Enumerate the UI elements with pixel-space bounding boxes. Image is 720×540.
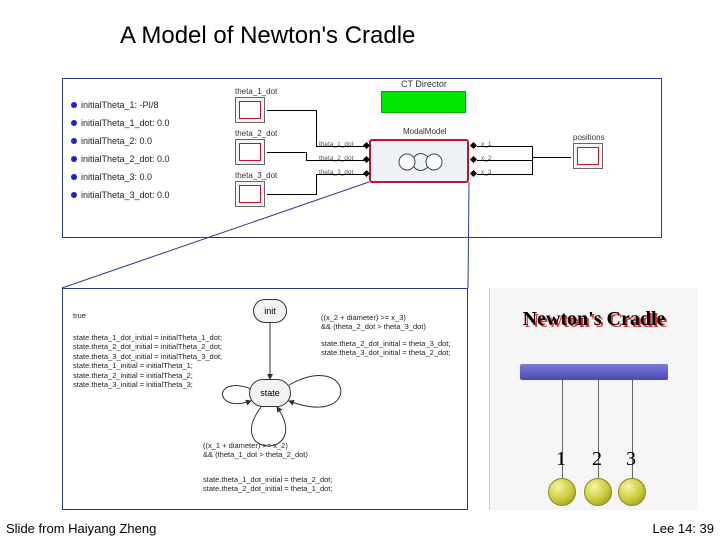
cradle-ball bbox=[618, 478, 646, 506]
bullet-icon bbox=[71, 102, 77, 108]
param-item: initialTheta_1: -PI/8 bbox=[71, 99, 170, 111]
wire bbox=[316, 146, 364, 147]
bullet-icon bbox=[71, 174, 77, 180]
wire bbox=[267, 110, 317, 111]
wire bbox=[306, 152, 307, 160]
param-text: initialTheta_3: 0.0 bbox=[81, 172, 152, 182]
scope-label: theta_1_dot bbox=[235, 87, 277, 96]
param-text: initialTheta_1_dot: 0.0 bbox=[81, 118, 170, 128]
param-item: initialTheta_3_dot: 0.0 bbox=[71, 189, 170, 201]
guard-bottom-text: ((x_1 + diameter) >= x_2) && (theta_1_do… bbox=[203, 441, 308, 460]
param-item: initialTheta_2: 0.0 bbox=[71, 135, 170, 147]
scope-label: positions bbox=[573, 133, 605, 142]
bullet-icon bbox=[71, 192, 77, 198]
ball-number: 1 bbox=[556, 448, 566, 471]
slide-credit: Slide from Haiyang Zheng bbox=[6, 521, 156, 536]
scope-block bbox=[573, 143, 603, 169]
param-item: initialTheta_3: 0.0 bbox=[71, 171, 170, 183]
scope-block bbox=[235, 181, 265, 207]
cradle-bar bbox=[520, 364, 668, 380]
waveform-icon bbox=[240, 186, 262, 204]
scope-label: theta_2_dot bbox=[235, 129, 277, 138]
bullet-icon bbox=[71, 138, 77, 144]
wire bbox=[267, 194, 317, 195]
wire bbox=[306, 160, 364, 161]
bullet-icon bbox=[71, 120, 77, 126]
port-icon bbox=[470, 156, 477, 163]
wire bbox=[532, 157, 571, 158]
wire bbox=[316, 174, 317, 194]
waveform-icon bbox=[578, 148, 600, 166]
scope-block bbox=[235, 97, 265, 123]
parameter-list: initialTheta_1: -PI/8 initialTheta_1_dot… bbox=[71, 99, 170, 207]
param-text: initialTheta_3_dot: 0.0 bbox=[81, 190, 170, 200]
param-item: initialTheta_1_dot: 0.0 bbox=[71, 117, 170, 129]
wire bbox=[316, 110, 317, 146]
cradle-ball bbox=[548, 478, 576, 506]
wire bbox=[477, 174, 533, 175]
param-text: initialTheta_2: 0.0 bbox=[81, 136, 152, 146]
wire bbox=[267, 152, 307, 153]
param-item: initialTheta_2_dot: 0.0 bbox=[71, 153, 170, 165]
scope-block bbox=[235, 139, 265, 165]
ball-number: 2 bbox=[592, 448, 602, 471]
modal-model-block bbox=[369, 139, 469, 183]
waveform-icon bbox=[240, 144, 262, 162]
modal-model-label: ModalModel bbox=[403, 127, 447, 136]
cradle-ball bbox=[584, 478, 612, 506]
waveform-icon bbox=[240, 102, 262, 120]
ct-director-label: CT Director bbox=[401, 79, 447, 89]
action-right-text: state.theta_2_dot_initial = theta_3_dot;… bbox=[321, 339, 450, 358]
newtons-cradle-viz: Newton's Cradle 1 2 3 bbox=[490, 288, 698, 510]
init-actions-text: state.theta_1_dot_initial = initialTheta… bbox=[73, 333, 222, 389]
param-text: initialTheta_2_dot: 0.0 bbox=[81, 154, 170, 164]
wire bbox=[477, 160, 533, 161]
port-icon bbox=[470, 142, 477, 149]
modal-inner-icon bbox=[372, 142, 468, 182]
page-title: A Model of Newton's Cradle bbox=[120, 22, 415, 50]
guard-right-text: ((x_2 + diameter) >= x_3) && (theta_2_do… bbox=[321, 313, 426, 332]
model-block-diagram: CT Director initialTheta_1: -PI/8 initia… bbox=[62, 78, 662, 238]
ball-number: 3 bbox=[626, 448, 636, 471]
wire bbox=[316, 174, 364, 175]
slide-page-number: Lee 14: 39 bbox=[653, 521, 714, 536]
state-machine-diagram: true init state state.theta_1_dot_initia… bbox=[62, 288, 468, 510]
param-text: initialTheta_1: -PI/8 bbox=[81, 100, 159, 110]
cradle-title: Newton's Cradle bbox=[490, 308, 698, 331]
wire bbox=[477, 146, 533, 147]
bullet-icon bbox=[71, 156, 77, 162]
ct-director-block bbox=[381, 91, 466, 113]
wire bbox=[532, 146, 533, 174]
scope-label: theta_3_dot bbox=[235, 171, 277, 180]
port-icon bbox=[470, 170, 477, 177]
action-bottom-text: state.theta_1_dot_initial = theta_2_dot;… bbox=[203, 475, 332, 494]
